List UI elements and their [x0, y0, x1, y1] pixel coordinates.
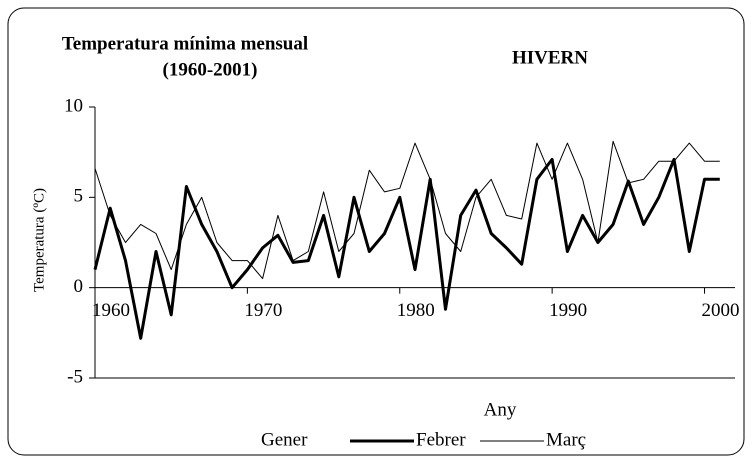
- y-tick-label: 10: [64, 95, 83, 116]
- y-tick-label: 5: [74, 186, 84, 207]
- legend-label: Febrer: [416, 429, 466, 450]
- legend-label: Gener: [261, 429, 308, 450]
- annotation: HIVERN: [512, 47, 588, 68]
- x-tick-label: 1970: [244, 300, 282, 321]
- x-axis-label: Any: [484, 399, 517, 420]
- series-line: [94, 140, 720, 280]
- series-line: [93, 157, 720, 340]
- x-tick-label: 1960: [92, 300, 130, 321]
- x-tick-label: 1980: [397, 300, 435, 321]
- x-tick-label: 2000: [702, 300, 740, 321]
- x-tick-label: 1990: [549, 300, 587, 321]
- chart-frame: [7, 7, 745, 456]
- y-axis-label: Temperatura (ºC): [31, 188, 47, 292]
- legend-label: Març: [546, 429, 586, 450]
- y-tick-label: -5: [67, 366, 83, 387]
- y-tick-label: 0: [74, 276, 84, 297]
- chart-subtitle: (1960-2001): [163, 59, 258, 80]
- chart-title: Temperatura mínima mensual: [62, 33, 308, 54]
